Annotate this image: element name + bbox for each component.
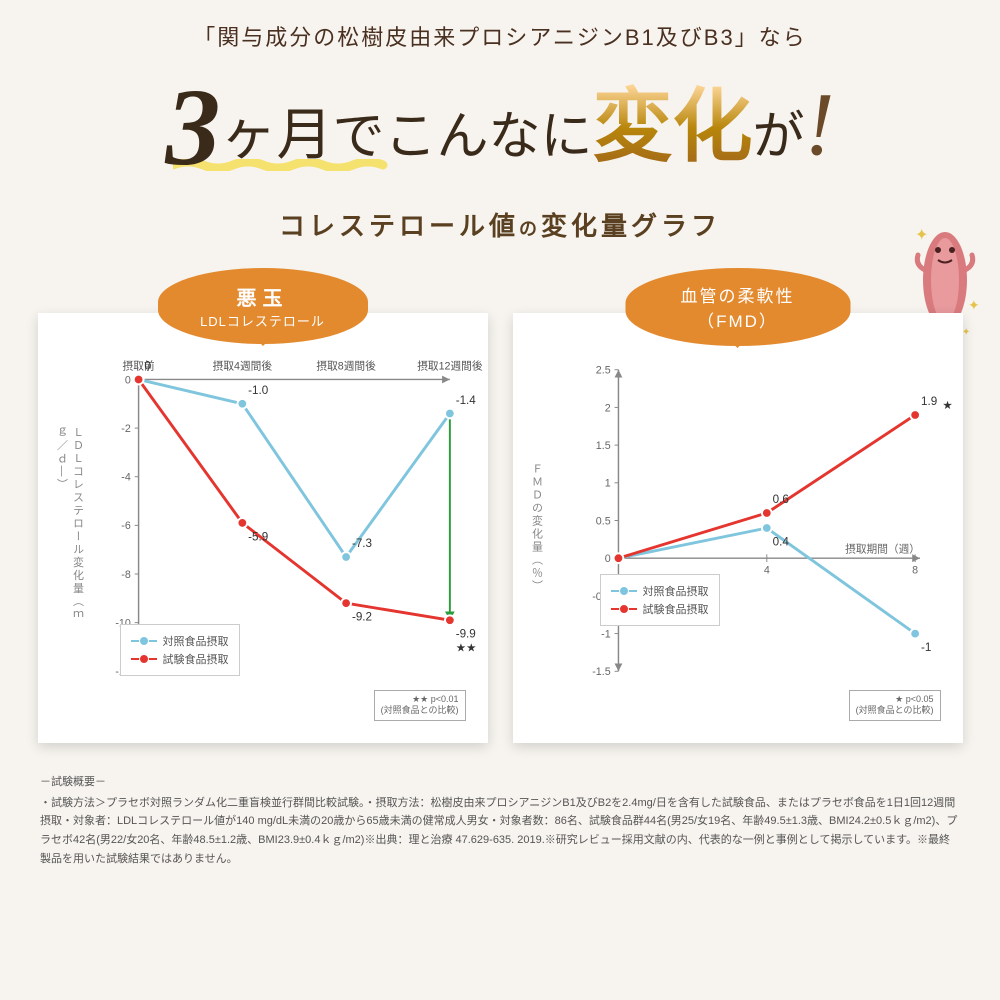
title-suffix: が <box>753 109 805 166</box>
ldl-y-label: ＬＤＬコレステロール変化量（ｍｇ／ｄ―） <box>54 427 86 630</box>
legend-label-control: 対照食品摂取 <box>643 583 709 599</box>
svg-text:-9.9: -9.9 <box>455 628 475 641</box>
fmd-plot: 2.521.510.50-0.5-1-1.548摂取期間（週）0.4-10.61… <box>583 360 936 681</box>
charts-row: 悪玉 LDLコレステロール ＬＤＬコレステロール変化量（ｍｇ／ｄ―） 0-2-4… <box>0 313 1000 743</box>
title-months: ヶ月 <box>220 105 332 167</box>
svg-text:1.9: 1.9 <box>920 395 936 408</box>
svg-text:2.5: 2.5 <box>595 365 610 377</box>
legend-swatch-control <box>611 590 637 592</box>
ldl-note: ★★ p<0.01 (対照食品との比較) <box>374 690 466 721</box>
svg-text:★★: ★★ <box>455 641 476 654</box>
ldl-note-stars: ★★ <box>412 694 428 704</box>
fmd-svg: 2.521.510.50-0.5-1-1.548摂取期間（週）0.4-10.61… <box>583 360 936 681</box>
fmd-note-stars: ★ <box>895 694 903 704</box>
svg-text:-1.5: -1.5 <box>592 666 610 678</box>
svg-text:0: 0 <box>604 553 610 565</box>
svg-text:-2: -2 <box>121 423 131 435</box>
svg-text:-1: -1 <box>601 628 611 640</box>
fmd-chart-area: ＦＭＤの変化量（％） 2.521.510.50-0.5-1-1.548摂取期間（… <box>525 325 951 731</box>
fmd-chart-panel: 血管の柔軟性（FMD） ＦＭＤの変化量（％） 2.521.510.50-0.5-… <box>513 313 963 743</box>
legend-row-test: 試験食品摂取 <box>611 601 709 617</box>
ldl-note-sub: (対照食品との比較) <box>381 705 459 715</box>
svg-text:★: ★ <box>942 399 952 412</box>
ldl-badge-top: 悪玉 <box>186 282 340 311</box>
svg-text:-1.4: -1.4 <box>455 394 476 407</box>
svg-text:-1: -1 <box>920 641 930 654</box>
legend-row-test: 試験食品摂取 <box>131 651 229 667</box>
legend-label-test: 試験食品摂取 <box>643 601 709 617</box>
fmd-note-text: p<0.05 <box>906 694 934 704</box>
subtitle: 「関与成分の松樹皮由来プロシアニジンB1及びB3」なら <box>0 20 1000 52</box>
svg-text:摂取4週間後: 摂取4週間後 <box>212 360 272 373</box>
footnote-title: －試験概要－ <box>40 773 960 792</box>
fmd-note: ★ p<0.05 (対照食品との比較) <box>849 690 941 721</box>
section-title-main: コレステロール値 <box>279 211 519 241</box>
legend-row-control: 対照食品摂取 <box>131 633 229 649</box>
svg-text:✦: ✦ <box>915 227 928 244</box>
svg-text:8: 8 <box>912 565 918 577</box>
legend-swatch-control <box>131 640 157 642</box>
ldl-chart-panel: 悪玉 LDLコレステロール ＬＤＬコレステロール変化量（ｍｇ／ｄ―） 0-2-4… <box>38 313 488 743</box>
title-number: 3 <box>165 66 220 188</box>
svg-text:0.4: 0.4 <box>772 536 789 549</box>
svg-text:0: 0 <box>124 374 130 386</box>
legend-swatch-test <box>611 608 637 610</box>
legend-label-test: 試験食品摂取 <box>163 651 229 667</box>
legend-swatch-test <box>131 658 157 660</box>
svg-text:-8: -8 <box>121 569 131 581</box>
svg-text:0: 0 <box>144 360 151 373</box>
section-title: コレステロール値の変化量グラフ <box>0 206 1000 243</box>
title-change-word: 変化 <box>593 84 753 172</box>
svg-text:4: 4 <box>763 565 769 577</box>
svg-text:-9.2: -9.2 <box>351 611 371 624</box>
svg-text:2: 2 <box>604 402 610 414</box>
svg-text:-7.3: -7.3 <box>351 537 371 550</box>
title-mid: でこんなに <box>332 109 592 166</box>
section-title-small: の <box>519 219 541 239</box>
ldl-note-text: p<0.01 <box>431 694 459 704</box>
svg-text:0.5: 0.5 <box>595 515 610 527</box>
header: 「関与成分の松樹皮由来プロシアニジンB1及びB3」なら 3ヶ月でこんなに変化が!… <box>0 0 1000 243</box>
svg-text:0.6: 0.6 <box>772 493 788 506</box>
svg-text:✦: ✦ <box>968 297 980 313</box>
svg-text:摂取8週間後: 摂取8週間後 <box>316 360 376 373</box>
legend-row-control: 対照食品摂取 <box>611 583 709 599</box>
legend-label-control: 対照食品摂取 <box>163 633 229 649</box>
fmd-note-sub: (対照食品との比較) <box>856 705 934 715</box>
svg-text:1.5: 1.5 <box>595 440 610 452</box>
footnote-body: ・試験方法＞プラセボ対照ランダム化二重盲検並行群間比較試験。・摂取方法：松樹皮由… <box>40 794 960 869</box>
svg-text:-1.0: -1.0 <box>248 384 269 397</box>
footnote: －試験概要－ ・試験方法＞プラセボ対照ランダム化二重盲検並行群間比較試験。・摂取… <box>0 743 1000 868</box>
fmd-y-label: ＦＭＤの変化量（％） <box>529 463 545 593</box>
ldl-chart-area: ＬＤＬコレステロール変化量（ｍｇ／ｄ―） 0-2-4-6-8-10-12摂取前摂… <box>50 325 476 731</box>
main-title: 3ヶ月でこんなに変化が! <box>165 62 834 191</box>
svg-text:摂取12週間後: 摂取12週間後 <box>417 360 483 373</box>
title-exclamation: ! <box>805 75 835 174</box>
fmd-legend: 対照食品摂取 試験食品摂取 <box>600 574 720 626</box>
ldl-legend: 対照食品摂取 試験食品摂取 <box>120 624 240 676</box>
svg-text:-5.9: -5.9 <box>248 530 268 543</box>
section-title-tail: 変化量グラフ <box>541 211 721 241</box>
svg-text:-6: -6 <box>121 520 131 532</box>
svg-text:-4: -4 <box>121 472 131 484</box>
svg-text:✦: ✦ <box>962 327 970 338</box>
svg-text:摂取期間（週）: 摂取期間（週） <box>845 542 920 555</box>
svg-text:1: 1 <box>604 478 610 490</box>
